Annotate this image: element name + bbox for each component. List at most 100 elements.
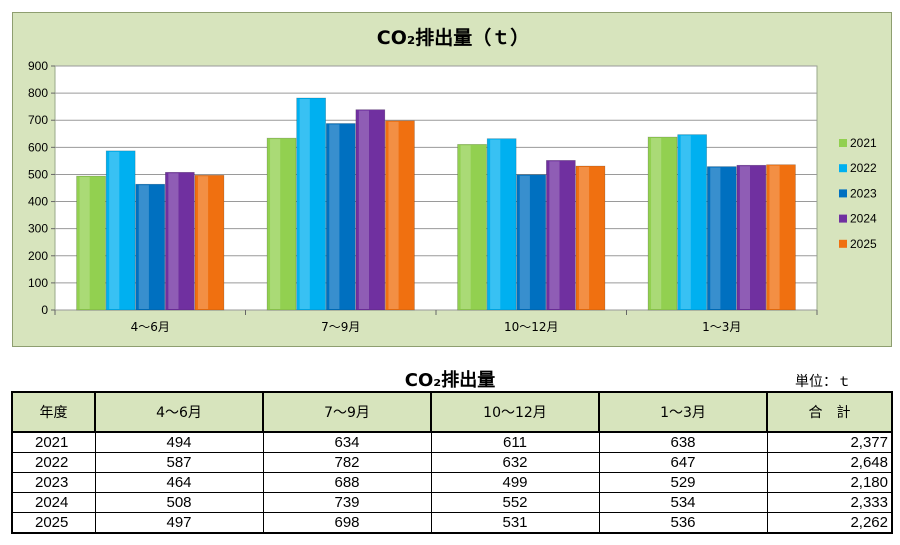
bar-highlight (769, 165, 780, 309)
bar (546, 160, 576, 311)
cell-value: 529 (598, 472, 768, 493)
bar-highlight (299, 98, 310, 309)
bar (516, 174, 547, 311)
legend-swatch (839, 189, 847, 198)
cell-value: 782 (262, 452, 432, 473)
y-tick-label: 0 (41, 303, 48, 317)
cell-value: 587 (94, 452, 264, 473)
cell-value: 611 (430, 431, 600, 453)
chart-panel: CO₂排出量（ｔ） 0 100 200 300 400 500 600 700 800 900 4～… (12, 12, 892, 347)
bar-highlight (329, 124, 340, 309)
y-tick-label: 400 (28, 195, 48, 209)
bar (266, 137, 297, 311)
bar (677, 134, 707, 311)
cell-value: 464 (94, 472, 264, 493)
bar-highlight (358, 110, 369, 309)
cell-value: 508 (94, 492, 264, 513)
bar (105, 150, 136, 311)
x-tick-label: 10～12月 (504, 320, 559, 334)
cell-year: 2022 (11, 452, 96, 473)
cell-value: 534 (598, 492, 768, 513)
unit-label: 単位：ｔ (795, 374, 851, 390)
table-header-row: 年度 4～6月 7～9月 10～12月 1～3月 合 計 (11, 391, 893, 433)
x-tick-label: 4～6月 (131, 320, 170, 334)
cell-value: 494 (94, 431, 264, 453)
table-row: 2021 494 634 611 638 2,377 (11, 431, 893, 453)
bar (766, 164, 796, 311)
table-row: 2025 497 698 531 536 2,262 (11, 512, 893, 534)
bar (486, 138, 517, 311)
cell-total: 2,262 (766, 512, 893, 534)
bar-highlight (460, 145, 471, 309)
header-q2: 7～9月 (262, 391, 432, 433)
cell-value: 739 (262, 492, 432, 513)
bar-highlight (651, 138, 662, 309)
data-table: 年度 4～6月 7～9月 10～12月 1～3月 合 計 2021 494 63… (11, 391, 893, 534)
bar (575, 165, 606, 311)
x-tick-label: 1～3月 (702, 320, 741, 334)
cell-value: 497 (94, 512, 264, 534)
header-q3: 10～12月 (430, 391, 600, 433)
bar (647, 136, 678, 311)
cell-year: 2024 (11, 492, 96, 513)
bar-chart: 0 100 200 300 400 500 600 700 800 900 4～6月 7～9月 10～1… (28, 59, 877, 334)
cell-year: 2023 (11, 472, 96, 493)
legend-swatch (839, 214, 847, 223)
bar (355, 109, 386, 311)
legend-swatch (839, 164, 847, 173)
chart-title: CO₂排出量（ｔ） (376, 27, 530, 49)
y-tick-label: 100 (28, 276, 48, 290)
bar-highlight (710, 167, 721, 309)
bar (385, 120, 415, 311)
bar (457, 144, 487, 311)
bar (325, 123, 356, 311)
bar (76, 175, 106, 311)
cell-total: 2,648 (766, 452, 893, 473)
bar (194, 174, 225, 311)
y-tick-label: 500 (28, 167, 48, 181)
bar-highlight (519, 175, 530, 309)
bar-highlight (197, 176, 209, 309)
bar-highlight (680, 135, 691, 309)
bar (736, 164, 767, 311)
cell-total: 2,333 (766, 492, 893, 513)
cell-value: 638 (598, 431, 768, 453)
bar-highlight (79, 177, 90, 309)
table-row: 2023 464 688 499 529 2,180 (11, 472, 893, 493)
bar-highlight (739, 166, 750, 309)
table-title: CO₂排出量 (404, 370, 496, 391)
header-total: 合 計 (766, 391, 893, 433)
legend-label: 2022 (850, 161, 877, 175)
table-row: 2024 508 739 552 534 2,333 (11, 492, 893, 513)
cell-value: 634 (262, 431, 432, 453)
bar (135, 183, 166, 311)
bar-highlight (549, 161, 560, 309)
cell-total: 2,180 (766, 472, 893, 493)
header-q1: 4～6月 (94, 391, 264, 433)
y-tick-label: 700 (28, 113, 48, 127)
bar-highlight (168, 173, 179, 309)
y-tick-label: 200 (28, 249, 48, 263)
y-tick-label: 900 (28, 59, 48, 73)
cell-value: 647 (598, 452, 768, 473)
bar (706, 166, 737, 311)
cell-value: 552 (430, 492, 600, 513)
x-tick-label: 7～9月 (321, 320, 360, 334)
table-row: 2022 587 782 632 647 2,648 (11, 452, 893, 473)
bar-highlight (388, 121, 399, 310)
legend-swatch (839, 139, 847, 147)
cell-total: 2,377 (766, 431, 893, 453)
bar-highlight (109, 151, 120, 309)
legend-label: 2023 (850, 186, 877, 200)
cell-value: 536 (598, 512, 768, 534)
header-q4: 1～3月 (598, 391, 768, 433)
cell-value: 632 (430, 452, 600, 473)
y-tick-label: 800 (28, 86, 48, 100)
bar-highlight (138, 185, 149, 309)
cell-value: 499 (430, 472, 600, 493)
legend-label: 2025 (850, 237, 877, 251)
y-tick-label: 300 (28, 222, 48, 236)
cell-year: 2025 (11, 512, 96, 534)
cell-value: 688 (262, 472, 432, 493)
header-year: 年度 (11, 391, 96, 433)
